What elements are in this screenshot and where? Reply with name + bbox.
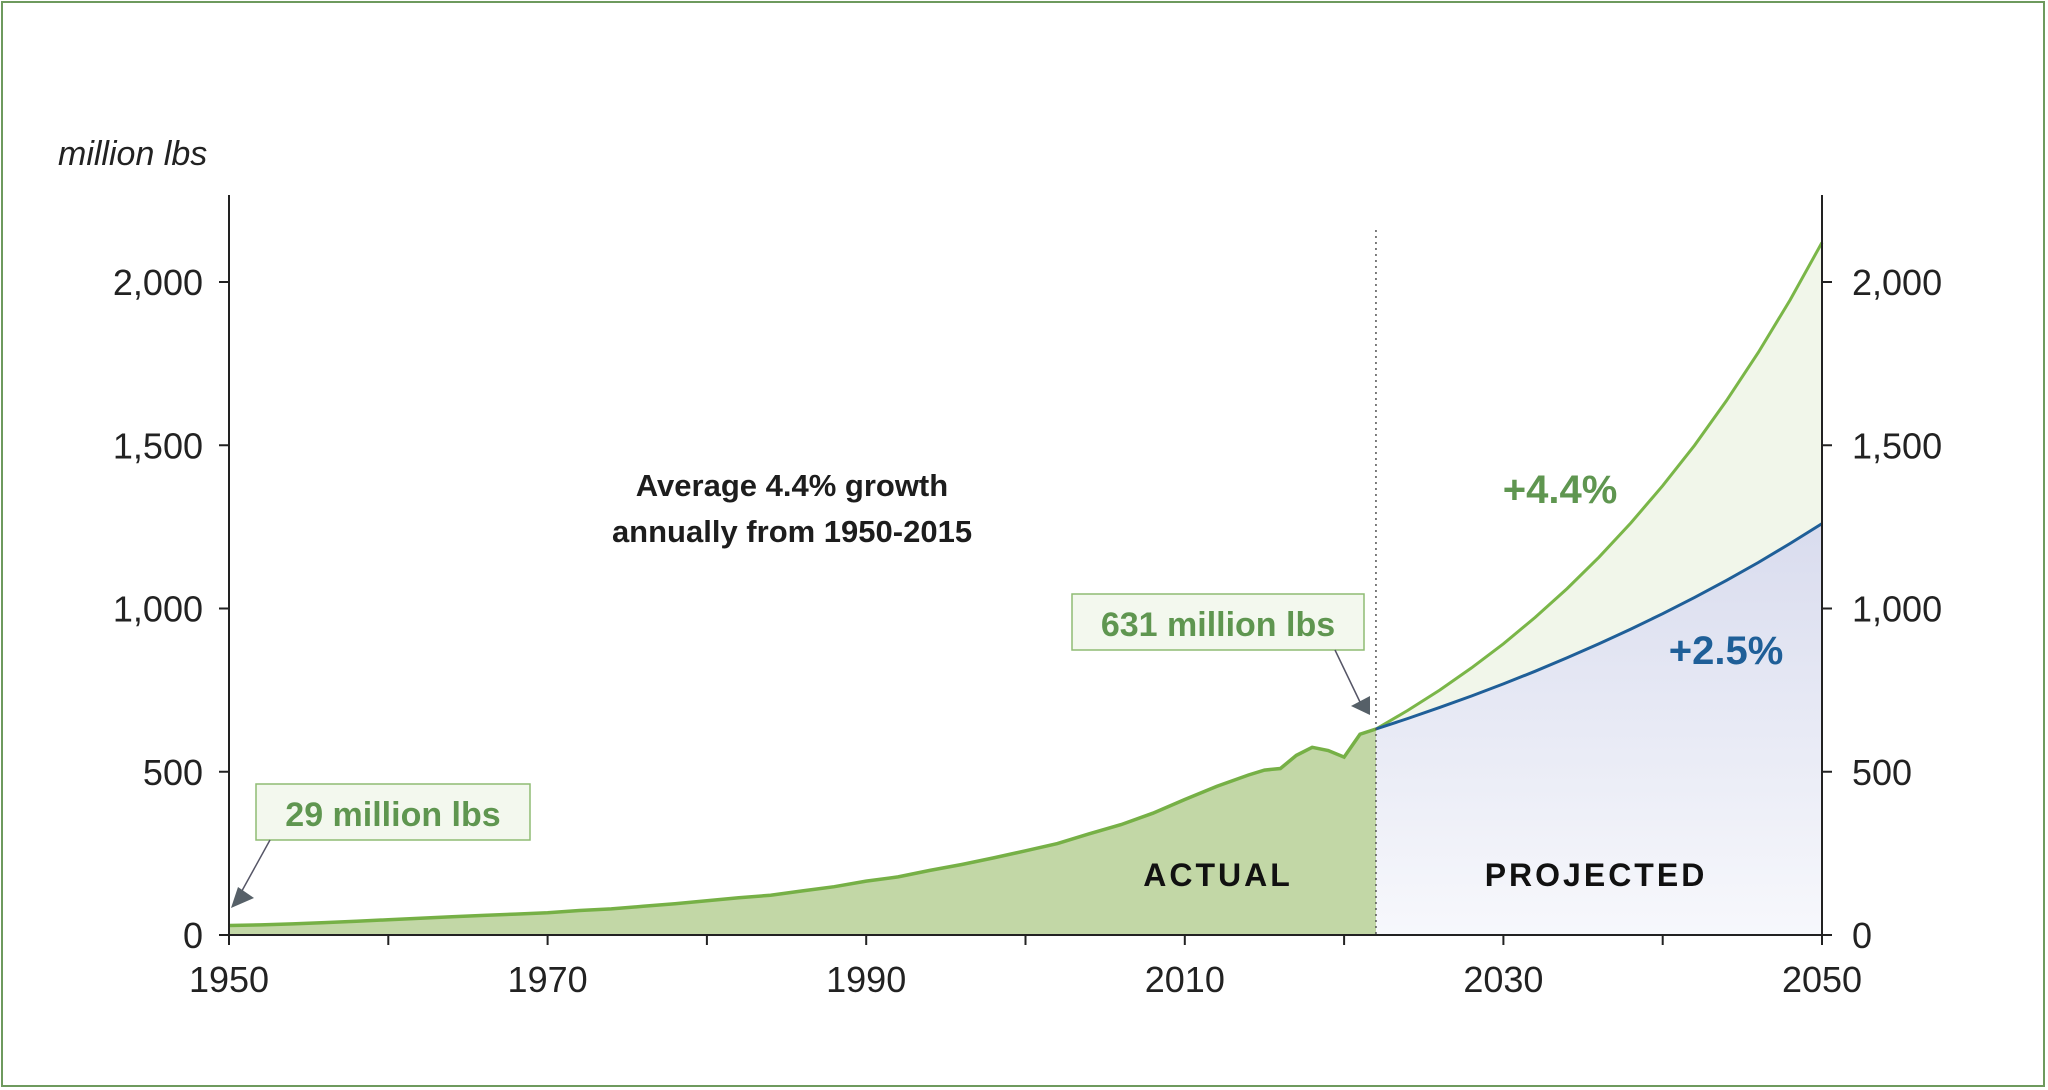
y-tick-right-label: 2,000: [1852, 262, 1942, 303]
actual-series-line: [228, 727, 1377, 928]
low-growth-rate-label: +2.5%: [1669, 629, 1784, 673]
y-tick-left-label: 2,000: [113, 262, 203, 303]
high-growth-rate-label: +4.4%: [1503, 468, 1618, 512]
y-axis-label: million lbs: [58, 135, 207, 173]
actual-region-label: ACTUAL: [1143, 857, 1293, 893]
growth-note-line-2: annually from 1950-2015: [612, 514, 972, 549]
y-tick-left-label: 500: [143, 752, 203, 793]
projected-high-area: [1376, 242, 1822, 729]
callout-start-arrow-icon: [231, 887, 254, 908]
callout-end-label: 631 million lbs: [1101, 606, 1335, 644]
projected-low-area: [1376, 523, 1822, 935]
y-tick-right-label: 1,000: [1852, 589, 1942, 630]
y-tick-right-label: 1,500: [1852, 425, 1942, 466]
callout-start-box: [255, 783, 531, 841]
actual-area: [229, 729, 1376, 935]
projected-region-label: PROJECTED: [1485, 857, 1708, 893]
callout-end-pointer: [1334, 649, 1361, 703]
callout-end-box: [1071, 593, 1365, 651]
y-tick-right-label: 0: [1852, 915, 1872, 956]
projected-high-line: [1375, 241, 1824, 731]
x-tick-label: 2050: [1782, 959, 1862, 1000]
y-tick-left-label: 0: [183, 915, 203, 956]
y-tick-left-label: 1,500: [113, 425, 203, 466]
y-tick-left-label: 1,000: [113, 589, 203, 630]
x-tick-label: 2010: [1145, 959, 1225, 1000]
y-tick-right-label: 500: [1852, 752, 1912, 793]
x-tick-label: 1970: [508, 959, 588, 1000]
growth-note-line-1: Average 4.4% growth: [636, 468, 948, 503]
x-tick-label: 2030: [1463, 959, 1543, 1000]
callout-start-pointer: [237, 839, 271, 899]
axis-ticks: 0 0 500 500 1,000 1,000 1,500 1,500 2,000 2,000 19…: [113, 262, 1942, 1000]
x-tick-label: 1950: [189, 959, 269, 1000]
x-tick-label: 1990: [826, 959, 906, 1000]
projected-low-line: [1375, 522, 1823, 731]
callout-end-arrow-icon: [1351, 696, 1370, 715]
callout-start-label: 29 million lbs: [285, 796, 500, 834]
